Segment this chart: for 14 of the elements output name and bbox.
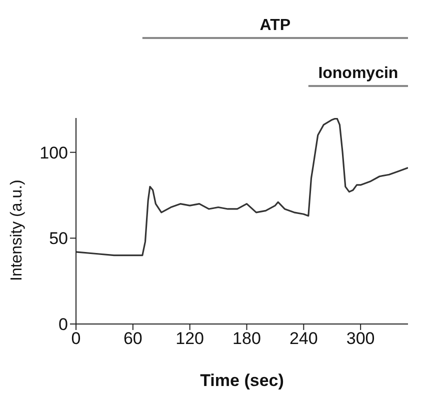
y-tick-label: 100 bbox=[40, 143, 68, 162]
x-tick-label: 240 bbox=[289, 329, 318, 348]
y-tick-label: 50 bbox=[49, 229, 68, 248]
text: Ionomycin bbox=[318, 65, 398, 82]
x-tick-label: 300 bbox=[346, 329, 375, 348]
y-tick-label: 0 bbox=[58, 315, 68, 334]
line-series bbox=[76, 118, 408, 256]
text: ATP bbox=[260, 17, 291, 34]
x-tick-label: 180 bbox=[232, 329, 261, 348]
x-tick-label: 120 bbox=[176, 329, 204, 348]
x-tick-label: 0 bbox=[71, 329, 81, 348]
x-axis-title: Time (sec) bbox=[200, 371, 284, 390]
x-tick-label: 60 bbox=[123, 329, 142, 348]
y-axis-title: Intensity (a.u.) bbox=[8, 180, 26, 281]
